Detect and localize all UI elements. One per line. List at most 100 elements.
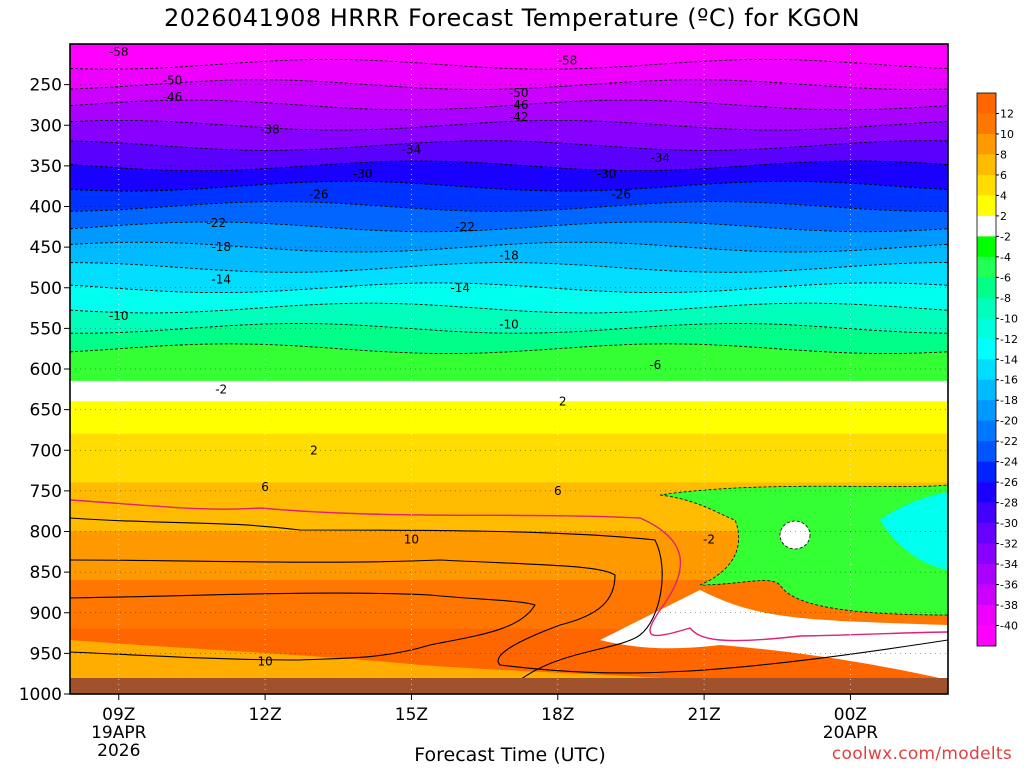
contour-label: -30 xyxy=(597,167,617,181)
temperature-band xyxy=(70,380,948,402)
y-tick-label: 300 xyxy=(30,116,62,136)
contour-label: -26 xyxy=(309,187,329,201)
colorbar-label: -16 xyxy=(1000,374,1018,387)
colorbar-swatch xyxy=(977,523,996,544)
colorbar-label: 2 xyxy=(1000,210,1007,223)
contour-label: -6 xyxy=(649,358,661,372)
y-tick-label: 700 xyxy=(30,441,62,461)
isotherm-dashed xyxy=(70,79,948,90)
contour-label: -18 xyxy=(211,240,231,254)
contour-label: -34 xyxy=(402,143,422,157)
contour-label: 10 xyxy=(404,533,419,547)
colorbar-swatch xyxy=(977,605,996,626)
isotherm-dashed xyxy=(70,302,948,314)
colorbar-frame xyxy=(976,92,997,647)
y-tick-label: 800 xyxy=(30,523,62,543)
colorbar-swatch xyxy=(977,625,996,647)
isotherm-dashed xyxy=(70,241,948,253)
isotherm-dashed xyxy=(70,221,948,233)
colorbar-swatch xyxy=(977,441,996,462)
contour-label: -46 xyxy=(509,98,529,112)
colorbar-label: 8 xyxy=(1000,148,1007,161)
colorbar-label: -38 xyxy=(1000,599,1018,612)
site-credit[interactable]: coolwx.com/modelts xyxy=(831,744,1012,764)
colorbar-label: -22 xyxy=(1000,435,1018,448)
contour-label: -22 xyxy=(455,220,475,234)
contour-label: 2 xyxy=(559,395,567,409)
contour-label: 10 xyxy=(257,655,272,669)
colorbar-label: -20 xyxy=(1000,415,1018,428)
colorbar-label: -10 xyxy=(1000,312,1018,325)
colorbar-label: -14 xyxy=(1000,353,1018,366)
contour-label: -14 xyxy=(211,273,231,287)
colorbar-swatch xyxy=(977,93,996,114)
isotherm-dashed xyxy=(70,282,948,294)
contour-label: -10 xyxy=(109,309,129,323)
colorbar-label: -28 xyxy=(1000,497,1018,510)
colorbar-label: -12 xyxy=(1000,333,1018,346)
temperature-band xyxy=(70,401,948,435)
isotherm-dashed xyxy=(70,201,948,212)
contour-label: -50 xyxy=(163,74,183,88)
contour-label: 6 xyxy=(554,484,562,498)
isotherm-dashed xyxy=(70,99,948,111)
colorbar-swatch xyxy=(977,133,996,155)
isotherm-dashed xyxy=(70,160,948,172)
colorbar-label: -40 xyxy=(1000,620,1018,633)
cold-core-region xyxy=(880,492,948,570)
contour-label: -14 xyxy=(450,281,470,295)
colorbar-swatch xyxy=(977,502,996,524)
colorbar-swatch xyxy=(977,584,996,606)
colorbar-label: -2 xyxy=(1000,230,1011,243)
y-tick-label: 250 xyxy=(30,76,62,96)
y-tick-label: 750 xyxy=(30,482,62,502)
temperature-band xyxy=(70,433,948,484)
isotherm-solid xyxy=(70,517,663,681)
contour-label: -30 xyxy=(353,167,373,181)
contour-label: 6 xyxy=(261,480,269,494)
colorbar-swatch xyxy=(977,400,996,422)
isotherm-dashed xyxy=(70,343,948,355)
y-tick-label: 1000 xyxy=(19,685,62,705)
colorbar-swatch xyxy=(977,461,996,483)
colorbar-swatch xyxy=(977,195,996,217)
colorbar-label: -26 xyxy=(1000,476,1018,489)
contour-label: 2 xyxy=(310,443,318,457)
x-tick-label: 12Z xyxy=(248,705,281,725)
near-freezing-layer xyxy=(600,590,948,680)
isotherm-dashed xyxy=(70,140,948,151)
isotherm-dashed xyxy=(70,119,948,131)
colorbar-swatch xyxy=(977,236,996,258)
contour-label: -10 xyxy=(499,317,519,331)
isotherm-solid xyxy=(70,592,536,661)
colorbar-swatch xyxy=(977,543,996,565)
contour-label: -26 xyxy=(611,187,631,201)
colorbar-label: -4 xyxy=(1000,251,1011,264)
x-tick-label: 15Z xyxy=(395,705,428,725)
freezing-line-contour xyxy=(70,499,948,642)
contour-label: -18 xyxy=(499,248,519,262)
colorbar-label: -34 xyxy=(1000,558,1018,571)
colorbar-swatch xyxy=(977,379,996,401)
contour-label: -50 xyxy=(509,86,529,100)
colorbar-label: -8 xyxy=(1000,292,1011,305)
chart-title: 2026041908 HRRR Forecast Temperature (ºC… xyxy=(163,4,861,32)
contour-label: -2 xyxy=(703,533,715,547)
y-tick-label: 950 xyxy=(30,644,62,664)
x-tick-label: 18Z xyxy=(541,705,574,725)
x-tick-label: 20APR xyxy=(823,723,879,743)
colorbar-label: -36 xyxy=(1000,579,1018,592)
plot-area: -58-58-50-50-46-46-42-38-34-34-30 -30-26-… xyxy=(70,44,948,694)
contour-label: -34 xyxy=(650,151,670,165)
cold-air-region xyxy=(659,484,948,616)
y-tick-label: 500 xyxy=(30,279,62,299)
contour-label: -22 xyxy=(207,216,227,230)
y-tick-label: 350 xyxy=(30,157,62,177)
warm-pocket xyxy=(779,520,811,550)
isotherm-dashed xyxy=(70,58,948,70)
y-tick-label: 600 xyxy=(30,360,62,380)
colorbar-swatch xyxy=(977,318,996,340)
colorbar-swatch xyxy=(977,174,996,196)
y-tick-label: 850 xyxy=(30,563,62,583)
